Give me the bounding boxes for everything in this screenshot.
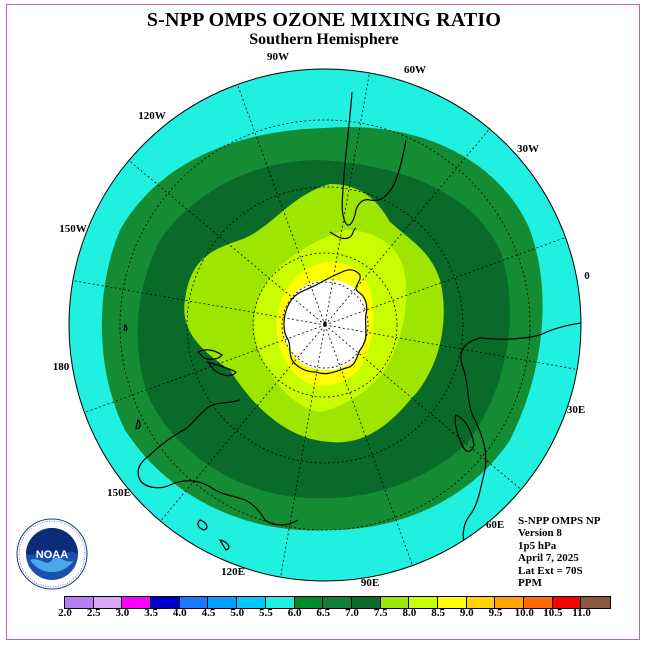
colorbar-swatch [380, 597, 410, 608]
noaa-logo-text: NOAA [36, 549, 68, 561]
meridian-line [237, 84, 326, 326]
south-america-tip [329, 227, 357, 240]
colorbar-swatch [524, 597, 553, 608]
colorbar-swatch [495, 597, 524, 608]
new-zealand-north [197, 349, 223, 360]
lon-label-120w: 120W [138, 110, 166, 122]
meridian-line [324, 237, 566, 326]
island-d [218, 539, 230, 551]
colorbar-tick-label: 9.0 [459, 607, 474, 619]
colorbar-swatch [323, 597, 352, 608]
lon-label-0: 0 [584, 270, 590, 282]
africa-coast [460, 315, 581, 561]
colorbar-swatch [466, 597, 496, 608]
colorbar-tick-label: 4.0 [172, 607, 187, 619]
colorbar-swatch [93, 597, 123, 608]
colorbar-swatch [437, 597, 467, 608]
meridian-line [280, 324, 326, 578]
meridian-line [84, 324, 326, 413]
colorbar-tick-label: 2.5 [86, 607, 101, 619]
colorbar-tick-label: 11.0 [572, 607, 591, 619]
colorbar-swatch [122, 597, 152, 608]
colorbar-swatch [208, 597, 238, 608]
south-pole-marker [323, 321, 327, 325]
ozone-contours [69, 69, 581, 581]
lon-label-60w: 60W [404, 64, 426, 76]
island-c [197, 519, 208, 531]
meridian-line [324, 72, 370, 326]
colorbar-swatch [294, 597, 324, 608]
colorbar-swatch [237, 597, 266, 608]
colorbar-tick-label: 9.5 [488, 607, 503, 619]
lon-label-30e: 30E [567, 404, 585, 416]
colorbar-swatch [581, 597, 611, 608]
colorbar-tick-label: 5.5 [259, 607, 273, 619]
colorbar [64, 596, 612, 609]
meridian-line [324, 324, 413, 566]
map-title: S-NPP OMPS OZONE MIXING RATIO [146, 9, 502, 31]
colorbar-tick-label: 7.5 [373, 607, 388, 619]
south-america-coast [341, 91, 407, 226]
lat-circle-70s [252, 252, 398, 398]
longitude-labels: 90W 60W 30W 0 30E 60E 90E 120E 150E 180 … [53, 51, 591, 589]
colorbar-swatch [151, 597, 180, 608]
map-subtitle: Southern Hemisphere [249, 31, 399, 48]
colorbar-swatch [552, 597, 582, 608]
colorbar-tick-label: 10.0 [514, 607, 534, 619]
colorbar-tick-label: 10.5 [543, 607, 563, 619]
colorbar-tick-label: 8.0 [402, 607, 417, 619]
colorbar-swatch [179, 597, 209, 608]
australia-coast [137, 399, 299, 526]
lat-circle-80s [281, 281, 369, 369]
lon-label-180: 180 [53, 361, 70, 373]
info-level: 1p5 hPa [518, 539, 557, 552]
info-units: PPM [518, 577, 542, 590]
colorbar-swatch [65, 597, 94, 608]
island-b [123, 323, 128, 332]
colorbar-tick-label: 4.5 [201, 607, 216, 619]
colorbar-tick-label: 5.0 [230, 607, 245, 619]
new-zealand-south [206, 360, 237, 377]
lon-label-90w: 90W [267, 51, 289, 63]
map-boundary [68, 68, 582, 582]
colorbar-tick-label: 7.0 [345, 607, 359, 619]
colorbar-tick-label: 3.5 [144, 607, 158, 619]
island-a [135, 418, 141, 429]
lon-label-150e: 150E [107, 487, 131, 499]
meridian-line [72, 280, 326, 326]
lon-label-30w: 30W [517, 143, 539, 155]
product-info: S-NPP OMPS NP Version 8 1p5 hPa April 7,… [518, 515, 601, 589]
coastlines [123, 91, 581, 561]
colorbar-swatch [265, 597, 295, 608]
meridian-line [324, 128, 490, 326]
colorbar-swatch [409, 597, 438, 608]
antarctica-coast [283, 269, 368, 375]
meridian-line [324, 324, 522, 490]
lon-label-60e: 60E [486, 519, 504, 531]
meridian-line [128, 160, 326, 326]
lon-label-120e: 120E [221, 566, 245, 578]
info-lat-ext: Lat Ext = 70S [518, 564, 583, 577]
info-date: April 7, 2025 [518, 552, 579, 565]
meridians [72, 72, 578, 578]
graticule [72, 72, 578, 578]
colorbar-tick-label: 6.5 [316, 607, 331, 619]
colorbar-labels: 2.0 2.5 3.0 3.5 4.0 4.5 5.0 5.5 6.0 6.5 7.0 7.5 8.0 8… [0, 607, 648, 621]
madagascar [454, 414, 475, 453]
noaa-logo-icon: NOAA [16, 518, 88, 590]
lat-circle-50s [186, 186, 464, 464]
meridian-line [324, 324, 578, 370]
colorbar-tick-label: 3.0 [115, 607, 130, 619]
colorbar-tick-label: 2.0 [58, 607, 72, 619]
info-version: Version 8 [518, 527, 562, 540]
meridian-line [160, 324, 326, 522]
colorbar-tick-label: 8.5 [431, 607, 445, 619]
lat-circle-30s [119, 119, 531, 531]
info-instrument: S-NPP OMPS NP [518, 515, 601, 527]
colorbar-tick-label: 6.0 [287, 607, 302, 619]
lon-label-150w: 150W [59, 223, 87, 235]
colorbar-swatch [351, 597, 381, 608]
lon-label-90e: 90E [361, 577, 379, 589]
